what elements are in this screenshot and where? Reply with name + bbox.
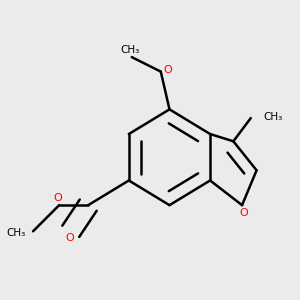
Text: O: O <box>65 233 74 243</box>
Text: CH₃: CH₃ <box>264 112 283 122</box>
Text: O: O <box>239 208 248 218</box>
Text: O: O <box>53 193 62 203</box>
Text: CH₃: CH₃ <box>121 45 140 55</box>
Text: CH₃: CH₃ <box>7 228 26 238</box>
Text: O: O <box>164 65 172 75</box>
